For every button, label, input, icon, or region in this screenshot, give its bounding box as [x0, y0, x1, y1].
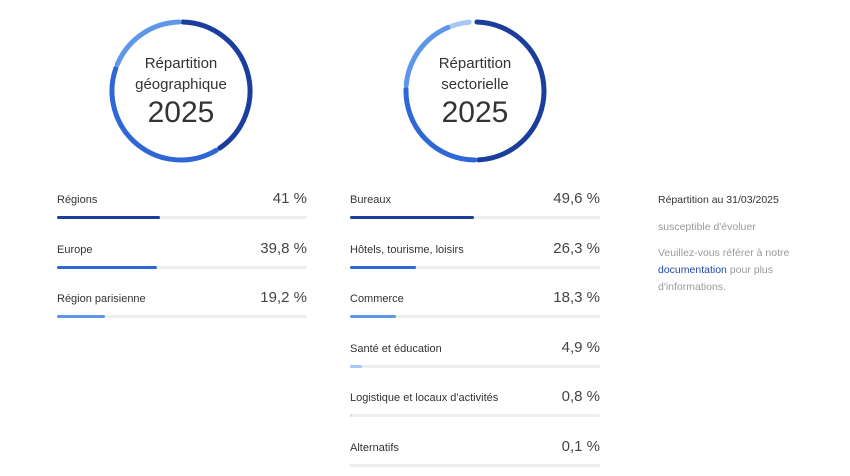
breakdown-row: Régions 41 %: [57, 190, 307, 240]
donut-year: 2025: [441, 95, 509, 129]
breakdown-row: Alternatifs 0,1 %: [350, 438, 600, 476]
progress-fill: [57, 265, 157, 269]
progress-track: [350, 364, 600, 368]
progress-fill: [350, 315, 396, 318]
breakdown-row: Région parisienne 19,2 %: [57, 289, 307, 339]
note-subtitle: susceptible d'évoluer: [658, 221, 756, 233]
progress-track: [350, 265, 600, 269]
breakdown-value: 18,3 %: [553, 289, 600, 306]
progress-track: [350, 414, 600, 417]
donut-title-line2: sectorielle: [441, 75, 509, 93]
donut-slice-0: [180, 19, 253, 151]
breakdown-value: 19,2 %: [260, 289, 307, 306]
donut-slice-1: [403, 86, 478, 163]
breakdown-label: Alternatifs: [350, 441, 399, 454]
breakdown-value: 0,8 %: [561, 388, 600, 405]
note-text-after: pour plus d'informations.: [658, 264, 774, 293]
progress-track: [57, 216, 307, 219]
breakdown-value: 41 %: [272, 190, 307, 207]
progress-track: [350, 216, 600, 219]
donut-slice-2: [114, 19, 182, 68]
breakdown-row: Europe 39,8 %: [57, 240, 307, 290]
donut-year: 2025: [147, 95, 215, 129]
progress-fill: [350, 463, 351, 467]
progress-track: [350, 315, 600, 318]
donut-geographic: Répartition géographique 2025: [108, 18, 254, 164]
breakdown-label: Région parisienne: [57, 293, 146, 305]
geographic-breakdown-list: Régions 41 % Europe 39,8 % Région parisienne…: [57, 190, 307, 339]
donut-slice-1: [109, 65, 219, 163]
donut-sectoral: Répartition sectorielle 2025: [402, 18, 548, 164]
breakdown-value: 4,9 %: [561, 338, 600, 356]
sectoral-breakdown-list: Bureaux 49,6 % Hôtels, tourisme, loisirs 26…: [350, 190, 600, 476]
donut-title-line2: géographique: [135, 75, 227, 93]
breakdown-row: Commerce 18,3 %: [350, 289, 600, 339]
breakdown-row: Hôtels, tourisme, loisirs 26,3 %: [350, 240, 600, 290]
breakdown-row: Santé et éducation 4,9 %: [350, 339, 600, 389]
breakdown-label: Commerce: [350, 293, 404, 305]
breakdown-row: Bureaux 49,6 %: [350, 190, 600, 240]
breakdown-value: 0,1 %: [561, 437, 600, 455]
progress-fill: [57, 216, 160, 219]
note-text: Veuillez-vous référer à notre documentat…: [658, 245, 808, 296]
progress-fill: [350, 216, 474, 219]
note-panel: Répartition au 31/03/2025 susceptible d'…: [658, 192, 808, 296]
progress-track: [350, 463, 600, 467]
breakdown-label: Logistique et locaux d'activités: [350, 392, 499, 404]
donut-slice-3: [449, 19, 472, 29]
breakdown-row: Logistique et locaux d'activités 0,8 %: [350, 388, 600, 438]
donut-slice-2: [403, 24, 452, 88]
breakdown-value: 39,8 %: [260, 239, 307, 257]
breakdown-label: Bureaux: [350, 194, 391, 206]
donut-title-line1: Répartition: [144, 54, 218, 72]
progress-track: [57, 265, 307, 269]
donut-sectoral-chart: [403, 19, 547, 163]
progress-fill: [350, 364, 363, 368]
breakdown-value: 26,3 %: [553, 239, 600, 257]
breakdown-label: Hôtels, tourisme, loisirs: [350, 243, 464, 256]
donut-title-line1: Répartition: [438, 54, 512, 72]
documentation-link[interactable]: documentation: [658, 264, 727, 276]
progress-fill: [350, 414, 352, 417]
progress-fill: [57, 315, 105, 318]
progress-fill: [350, 265, 416, 269]
progress-track: [57, 315, 307, 318]
note-text-before: Veuillez-vous référer à notre: [658, 247, 790, 259]
breakdown-label: Régions: [57, 194, 98, 206]
breakdown-label: Europe: [57, 243, 93, 256]
breakdown-label: Santé et éducation: [350, 342, 442, 355]
donut-geographic-chart: [109, 19, 253, 163]
breakdown-value: 49,6 %: [553, 190, 600, 207]
note-title: Répartition au 31/03/2025: [658, 194, 779, 206]
donut-slice-0: [474, 19, 547, 163]
